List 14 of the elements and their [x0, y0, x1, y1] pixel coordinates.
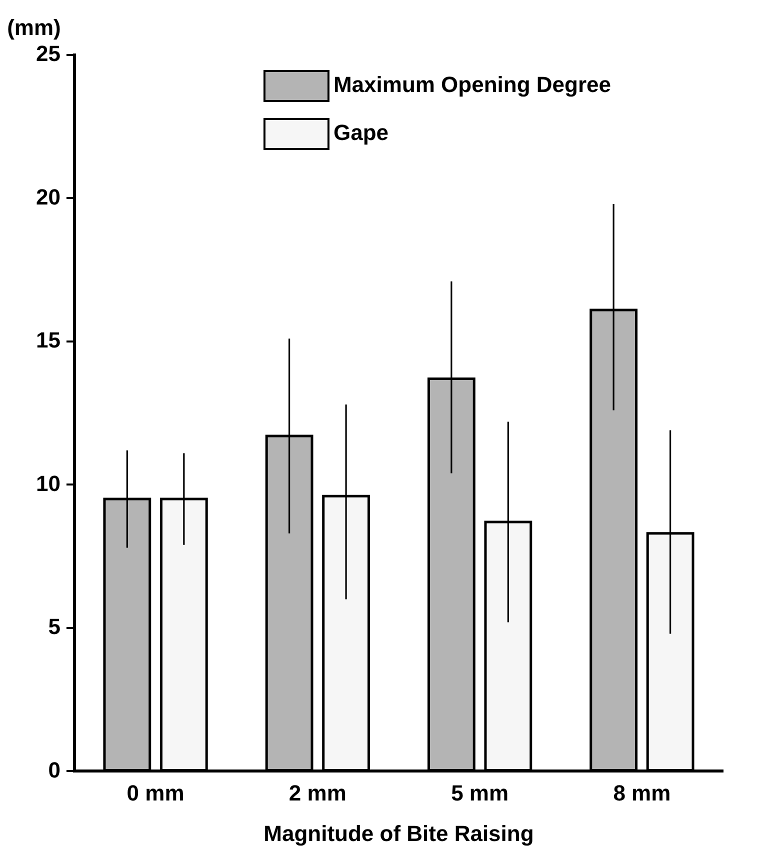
y-tick-label: 10 [36, 470, 60, 496]
x-axis-title: Magnitude of Bite Raising [264, 820, 534, 846]
legend-label: Maximum Opening Degree [333, 72, 611, 98]
x-tick-label: 2 mm [288, 780, 346, 806]
y-tick-label: 0 [48, 757, 60, 782]
y-axis-title: (mm) [7, 15, 61, 40]
x-tick-label: 5 mm [451, 780, 509, 806]
x-tick-label: 0 mm [126, 780, 184, 806]
y-tick-label: 20 [36, 184, 60, 210]
legend-label: Gape [333, 120, 388, 146]
y-tick-label: 5 [48, 614, 60, 640]
y-tick-label: 25 [36, 41, 60, 66]
x-tick-label: 8 mm [613, 780, 671, 806]
y-tick-label: 15 [36, 328, 60, 353]
